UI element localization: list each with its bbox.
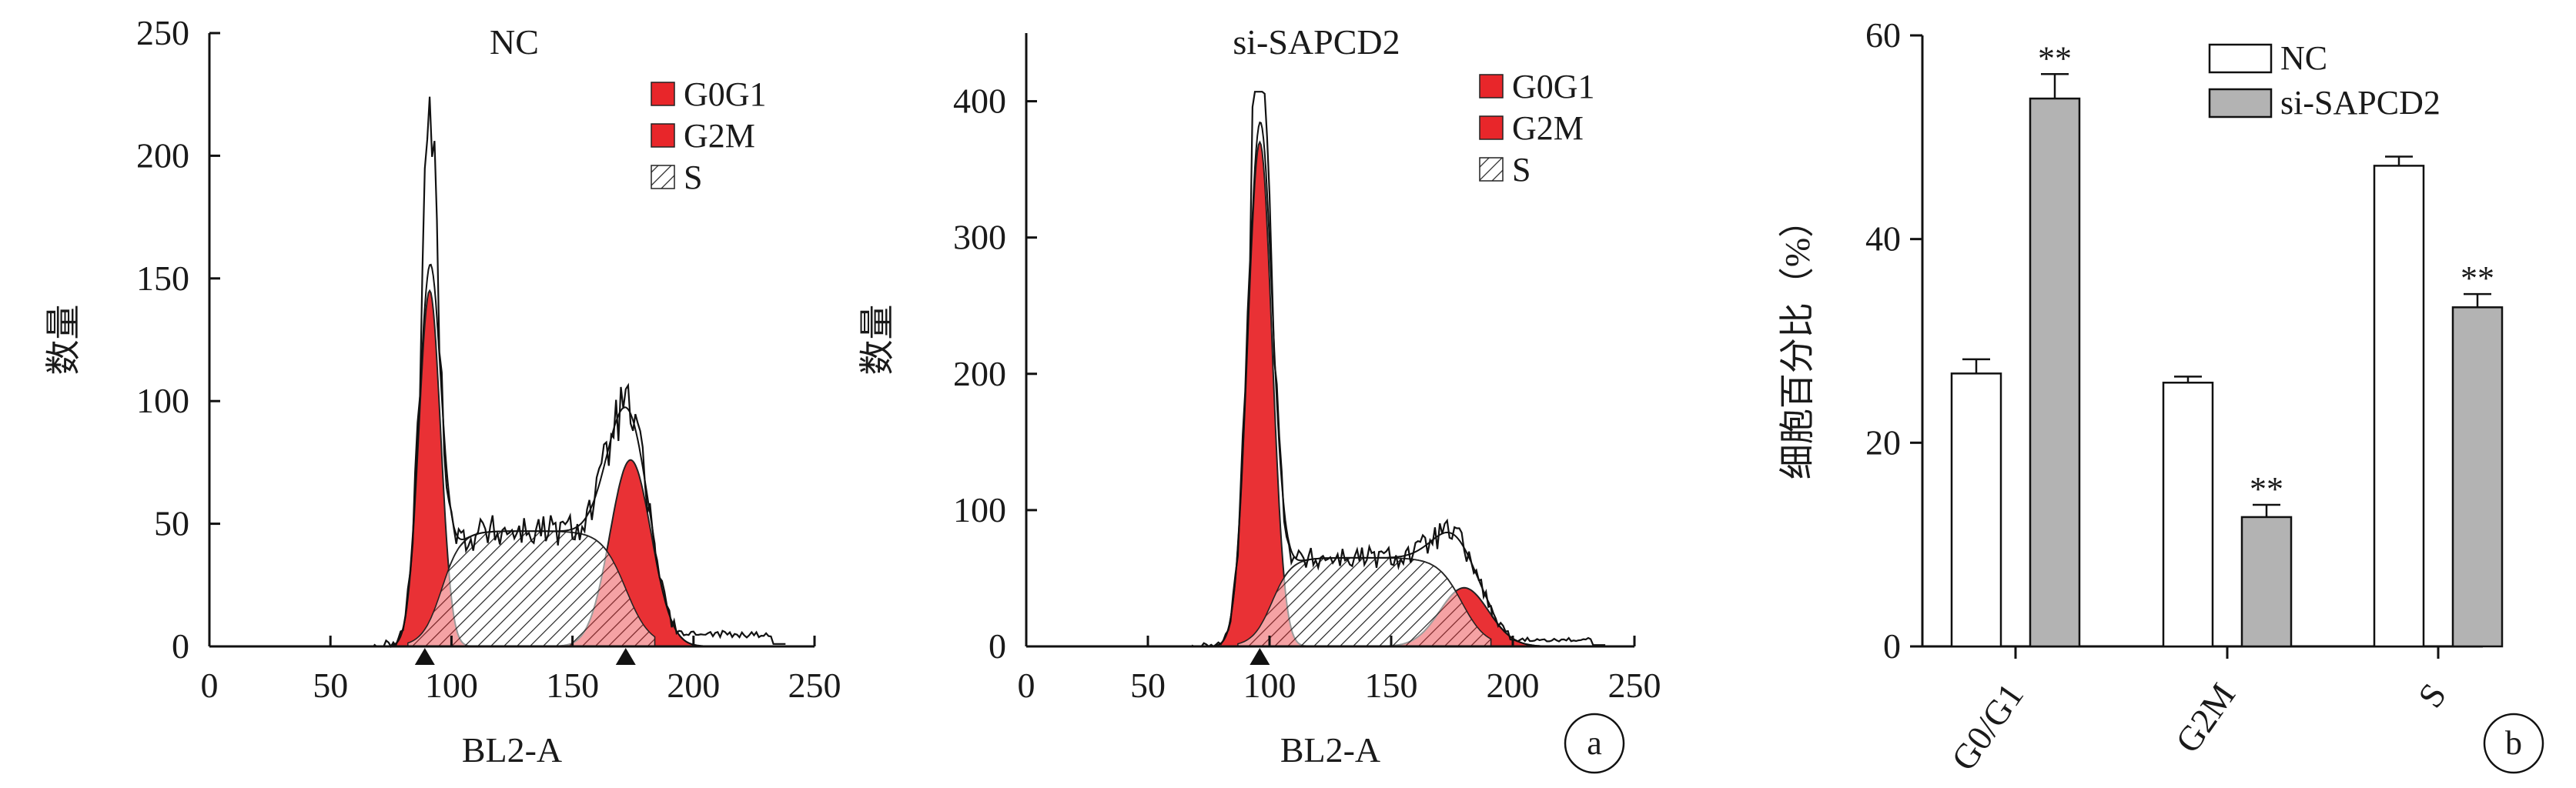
x-tick-label: 100 bbox=[425, 666, 478, 705]
histogram-panel-si-sapcd2: 0 50 100 150 200 250 0 100 200 300 400 si-SAPCD2 BL2… bbox=[858, 22, 1661, 770]
y-tick-label: 0 bbox=[989, 626, 1006, 666]
bar bbox=[2029, 97, 2081, 648]
bar-y-tick-label: 20 bbox=[1865, 422, 1901, 462]
legend-label-s: S bbox=[1512, 151, 1531, 189]
legend-swatch-s bbox=[651, 165, 675, 189]
legend-label-g2m: G2M bbox=[684, 117, 755, 155]
x-tick-label: 100 bbox=[1243, 666, 1296, 705]
x-tick-label: 0 bbox=[201, 666, 219, 705]
peak-marker-triangle bbox=[414, 648, 435, 665]
bar-y-tick-label: 0 bbox=[1883, 626, 1901, 666]
fit-curve bbox=[1196, 121, 1574, 647]
bar-legend-swatch bbox=[2208, 43, 2273, 74]
bar-chart-panel: 0 20 40 60 细胞百分比（%） G0/G1 ** G2M ** S ** NC si-SAPCD… bbox=[1778, 15, 2504, 777]
bar-y-tick-label: 60 bbox=[1865, 15, 1901, 55]
raw-histogram-line bbox=[373, 96, 786, 649]
raw-histogram-line bbox=[1191, 91, 1606, 648]
chart-title: si-SAPCD2 bbox=[1233, 22, 1400, 62]
x-tick-label: 200 bbox=[667, 666, 720, 705]
chart-title: NC bbox=[490, 22, 539, 62]
y-axis-title: 数量 bbox=[44, 305, 83, 376]
bar-legend-label: si-SAPCD2 bbox=[2280, 84, 2441, 122]
legend-swatch-g0g1 bbox=[1479, 74, 1504, 98]
y-tick-label: 300 bbox=[953, 218, 1006, 257]
bar bbox=[2240, 516, 2293, 648]
x-tick-label: 250 bbox=[788, 666, 841, 705]
y-tick-label: 0 bbox=[172, 626, 189, 666]
panel-tag-b: b bbox=[2483, 713, 2544, 774]
x-axis-title: BL2-A bbox=[462, 730, 562, 770]
peak-marker-triangle bbox=[1250, 648, 1270, 665]
y-tick-label: 100 bbox=[953, 490, 1006, 529]
bar-legend-swatch bbox=[2208, 88, 2273, 119]
bar-y-tick-label: 40 bbox=[1865, 219, 1901, 259]
bar bbox=[1950, 372, 2002, 648]
category-label: G2M bbox=[2168, 676, 2243, 760]
bar bbox=[2162, 382, 2214, 648]
x-tick-label: 0 bbox=[1018, 666, 1035, 705]
y-tick-label: 400 bbox=[953, 82, 1006, 121]
y-tick-label: 250 bbox=[136, 13, 189, 52]
fit-curve bbox=[379, 263, 754, 647]
y-axis-title: 数量 bbox=[858, 305, 897, 376]
x-tick-label: 150 bbox=[546, 666, 599, 705]
y-tick-label: 150 bbox=[136, 259, 189, 298]
legend-label-g0g1: G0G1 bbox=[684, 75, 767, 113]
legend-label-g0g1: G0G1 bbox=[1512, 68, 1595, 105]
bar bbox=[2373, 165, 2425, 648]
y-tick-label: 100 bbox=[136, 381, 189, 420]
panel-tag-a: a bbox=[1564, 713, 1625, 774]
legend-swatch-s bbox=[1479, 157, 1504, 182]
category-label: G0/G1 bbox=[1944, 676, 2032, 777]
x-tick-label: 250 bbox=[1608, 666, 1661, 705]
legend-swatch-g2m bbox=[1479, 115, 1504, 140]
significance-stars: ** bbox=[2461, 259, 2494, 297]
legend-swatch-g0g1 bbox=[651, 82, 675, 106]
bar-legend-label: NC bbox=[2280, 39, 2327, 77]
legend-label-g2m: G2M bbox=[1512, 109, 1584, 147]
peak-marker-triangle bbox=[615, 648, 636, 665]
x-tick-label: 50 bbox=[313, 666, 348, 705]
panel-tag-a-label: a bbox=[1587, 724, 1602, 762]
significance-stars: ** bbox=[2250, 470, 2283, 508]
y-tick-label: 50 bbox=[154, 504, 189, 543]
x-tick-label: 50 bbox=[1130, 666, 1166, 705]
panel-tag-b-label: b bbox=[2505, 724, 2522, 762]
legend-swatch-g2m bbox=[651, 123, 675, 148]
significance-stars: ** bbox=[2038, 39, 2072, 77]
category-label: S bbox=[2410, 676, 2454, 714]
x-axis-title: BL2-A bbox=[1280, 730, 1380, 770]
bar-y-axis-title: 细胞百分比（%） bbox=[1778, 202, 1817, 479]
x-tick-label: 150 bbox=[1365, 666, 1418, 705]
x-tick-label: 200 bbox=[1487, 666, 1540, 705]
y-tick-label: 200 bbox=[136, 135, 189, 175]
histogram-panel-nc: 0 50 100 150 200 250 0 50 100 150 200 250 NC BL2-A 数量 G… bbox=[44, 13, 841, 770]
legend-label-s: S bbox=[684, 159, 702, 196]
y-tick-label: 200 bbox=[953, 354, 1006, 393]
bar bbox=[2451, 306, 2504, 648]
